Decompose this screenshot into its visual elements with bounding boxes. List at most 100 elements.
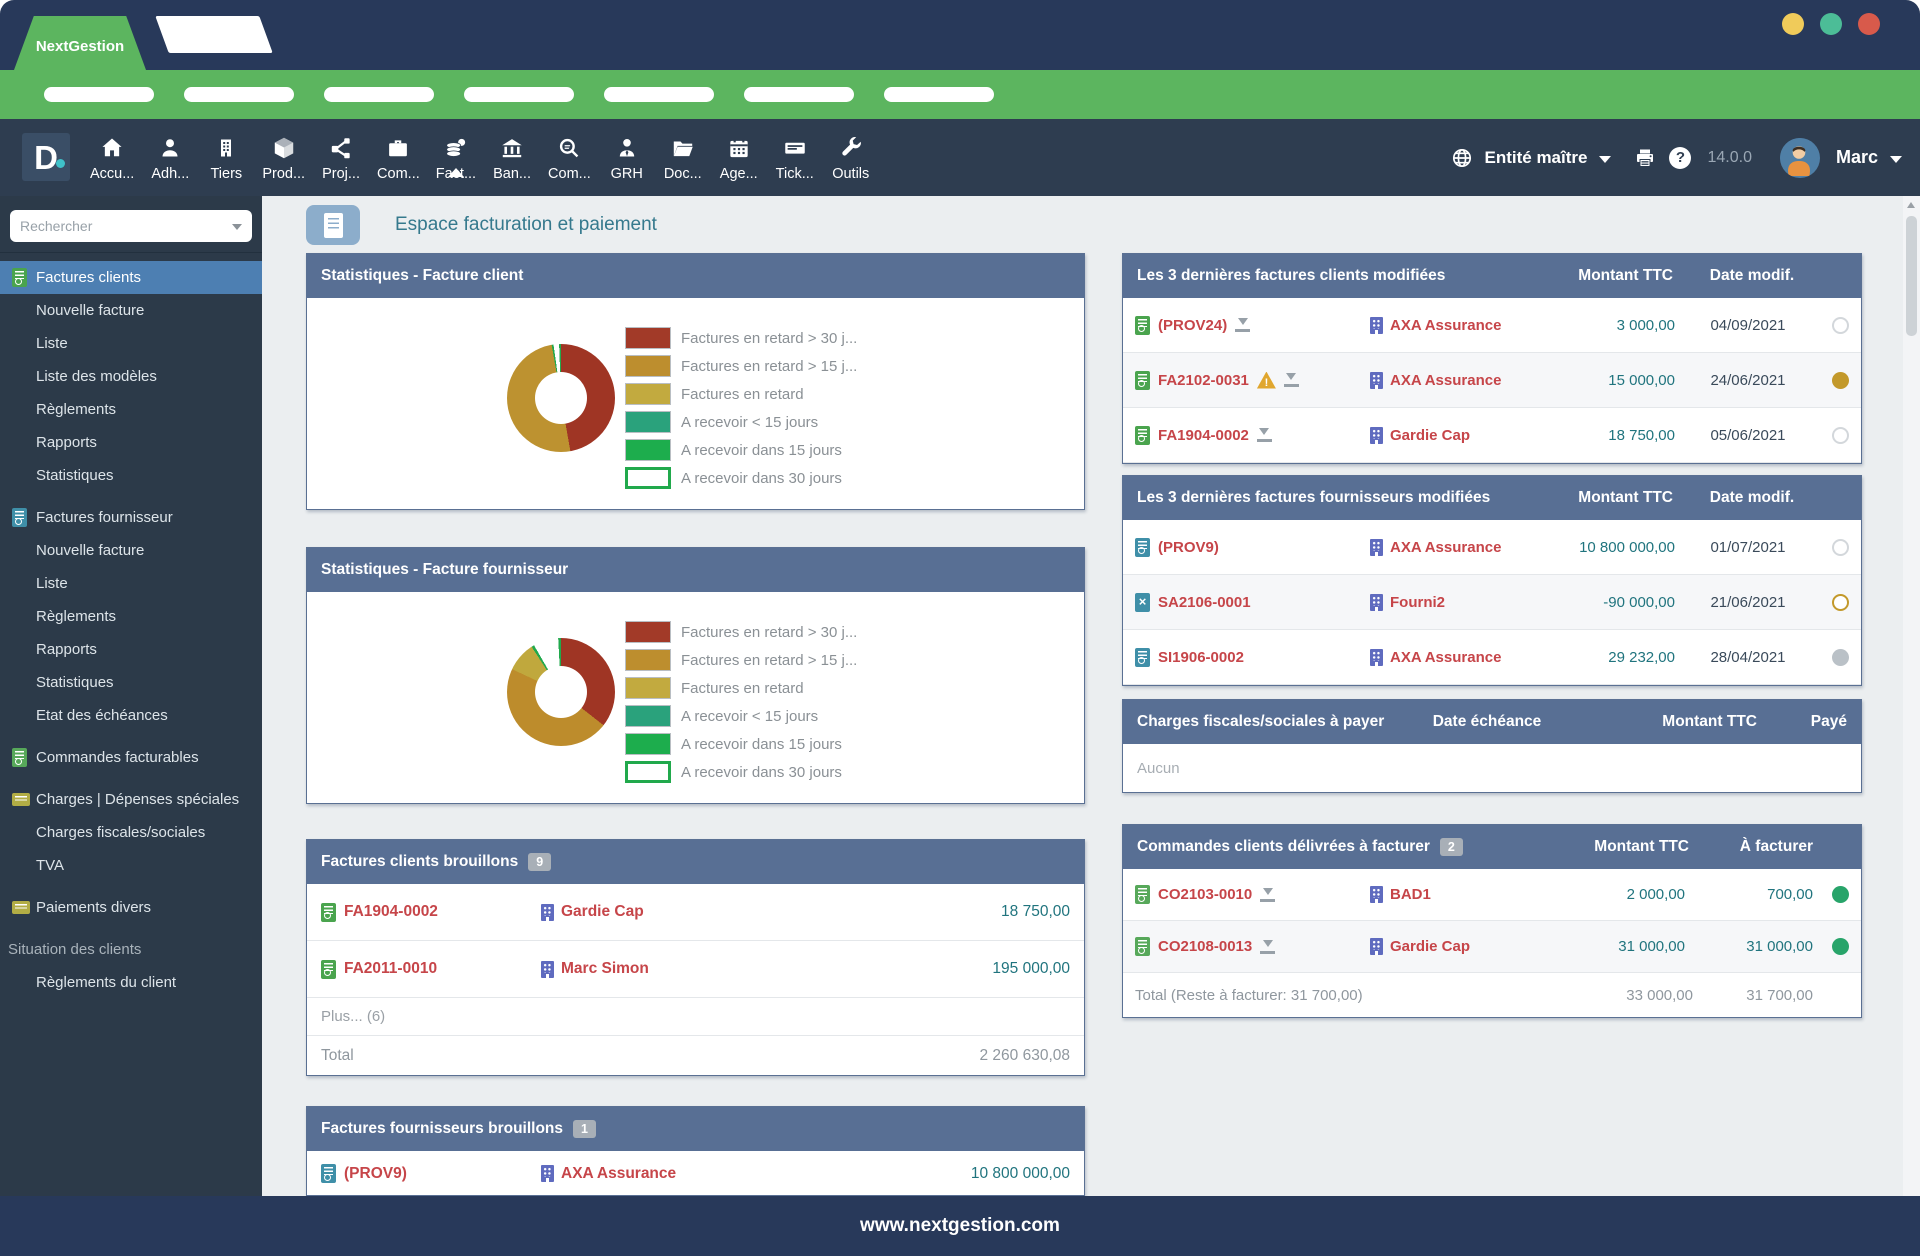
tiers-link[interactable]: BAD1 (1390, 886, 1431, 903)
sidebar-item-statistiques-clients[interactable]: Statistiques (0, 459, 262, 492)
search-dropdown-icon[interactable] (232, 224, 242, 230)
invoice-link[interactable]: SA2106-0001 (1158, 593, 1251, 611)
sidebar-item-etat-echeances[interactable]: Etat des échéances (0, 699, 262, 732)
menu-pill[interactable] (184, 87, 294, 102)
tiers-link[interactable]: AXA Assurance (1390, 538, 1502, 556)
chart-legend: Factures en retard > 30 j... Factures en… (625, 620, 857, 788)
invoice-link[interactable]: FA2011-0010 (344, 960, 438, 977)
sidebar-item-label: Rapports (36, 434, 97, 451)
menu-pill[interactable] (744, 87, 854, 102)
nav-tab-outils[interactable]: Outils (823, 119, 879, 196)
menu-pill[interactable] (884, 87, 994, 102)
nav-tab-grh[interactable]: GRH (599, 119, 655, 196)
nav-tab-commerce[interactable]: Com... (369, 119, 428, 196)
invoice-icon (321, 902, 336, 922)
tiers-link[interactable]: Marc Simon (561, 960, 649, 977)
download-icon[interactable] (1235, 318, 1251, 332)
print-icon[interactable] (1633, 146, 1657, 170)
sidebar-item-liste-modeles[interactable]: Liste des modèles (0, 360, 262, 393)
nav-tab-banque[interactable]: Ban... (484, 119, 540, 196)
invoice-link[interactable]: FA1904-0002 (1158, 426, 1249, 444)
tiers-link[interactable]: Gardie Cap (561, 903, 644, 920)
nav-tab-agenda[interactable]: Age... (711, 119, 767, 196)
blank-tab[interactable] (155, 16, 273, 53)
order-link[interactable]: CO2103-0010 (1158, 886, 1253, 903)
nav-tab-documents[interactable]: Doc... (655, 119, 711, 196)
sidebar-item-tva[interactable]: TVA (0, 849, 262, 882)
help-icon[interactable] (1669, 146, 1692, 169)
sidebar-item-nouvelle-facture-fournisseur[interactable]: Nouvelle facture (0, 534, 262, 567)
scroll-up-arrow-icon[interactable] (1907, 202, 1915, 208)
nav-tab-facturation[interactable]: Fact... (428, 119, 484, 196)
sidebar-item-charges-fiscales[interactable]: Charges fiscales/sociales (0, 816, 262, 849)
nav-tab-adherents[interactable]: Adh... (142, 119, 198, 196)
nav-tab-produits[interactable]: Prod... (254, 119, 313, 196)
sidebar-item-charges-depenses[interactable]: Charges | Dépenses spéciales (0, 783, 262, 816)
sidebar-item-rapports-fournisseur[interactable]: Rapports (0, 633, 262, 666)
brand-tab[interactable]: NextGestion (14, 16, 146, 70)
sidebar-item-nouvelle-facture-client[interactable]: Nouvelle facture (0, 294, 262, 327)
sidebar-item-reglements-fournisseur[interactable]: Règlements (0, 600, 262, 633)
nav-tab-label: Prod... (262, 165, 306, 182)
chevron-down-icon[interactable] (1890, 155, 1902, 163)
menu-pill[interactable] (464, 87, 574, 102)
scrollbar-thumb[interactable] (1906, 216, 1917, 336)
invoice-link[interactable]: FA2102-0031 (1158, 371, 1249, 389)
tiers-link[interactable]: Fourni2 (1390, 593, 1445, 611)
sidebar-item-label: Statistiques (36, 467, 114, 484)
window-button-yellow[interactable] (1782, 13, 1804, 35)
building-icon (1370, 371, 1383, 389)
nav-tab-tiers[interactable]: Tiers (198, 119, 254, 196)
download-icon[interactable] (1256, 428, 1272, 442)
sidebar-item-paiements-divers[interactable]: Paiements divers (0, 891, 262, 924)
sidebar-item-reglements-du-client[interactable]: Règlements du client (0, 966, 262, 999)
menu-pill[interactable] (324, 87, 434, 102)
sidebar-item-rapports-clients[interactable]: Rapports (0, 426, 262, 459)
show-more-row[interactable]: Plus... (6) (307, 998, 1084, 1036)
tiers-link[interactable]: AXA Assurance (1390, 371, 1502, 389)
sidebar-item-statistiques-fournisseur[interactable]: Statistiques (0, 666, 262, 699)
download-icon[interactable] (1283, 373, 1299, 387)
sidebar-item-liste-fournisseur[interactable]: Liste (0, 567, 262, 600)
menu-pill[interactable] (44, 87, 154, 102)
window-button-red[interactable] (1858, 13, 1880, 35)
entity-selector[interactable]: Entité maître (1484, 147, 1588, 167)
sidebar-item-factures-fournisseur[interactable]: Factures fournisseur (0, 501, 262, 534)
tiers-link[interactable]: Gardie Cap (1390, 938, 1471, 955)
tiers-link[interactable]: AXA Assurance (1390, 316, 1502, 334)
order-link[interactable]: CO2108-0013 (1158, 938, 1253, 955)
footer-url: www.nextgestion.com (860, 1215, 1060, 1236)
legend-swatch (625, 705, 671, 727)
calendar-icon (726, 134, 752, 162)
nav-tab-accueil[interactable]: Accu... (82, 119, 142, 196)
to-bill-value: 31 000,00 (1746, 938, 1813, 955)
invoice-link[interactable]: (PROV24) (1158, 316, 1228, 334)
sidebar-section-situation-clients[interactable]: Situation des clients (0, 933, 262, 966)
nav-tab-tickets[interactable]: Tick... (767, 119, 823, 196)
sidebar-item-commandes-facturables[interactable]: Commandes facturables (0, 741, 262, 774)
window-button-green[interactable] (1820, 13, 1842, 35)
download-icon[interactable] (1260, 940, 1276, 954)
divider (0, 252, 262, 253)
avatar[interactable] (1779, 137, 1820, 178)
nav-tab-comptabilite[interactable]: Com... (540, 119, 599, 196)
tiers-link[interactable]: AXA Assurance (561, 1164, 677, 1182)
tiers-link[interactable]: AXA Assurance (1390, 648, 1502, 666)
user-menu[interactable]: Marc (1835, 147, 1878, 167)
invoice-link[interactable]: SI1906-0002 (1158, 648, 1244, 666)
sidebar-item-factures-clients[interactable]: Factures clients (0, 261, 262, 294)
vertical-scrollbar[interactable] (1903, 196, 1920, 1196)
app-logo[interactable]: D (22, 133, 70, 181)
search-input[interactable] (10, 210, 252, 242)
invoice-link[interactable]: (PROV9) (1158, 538, 1219, 556)
sidebar-item-liste-clients[interactable]: Liste (0, 327, 262, 360)
tiers-link[interactable]: Gardie Cap (1390, 426, 1471, 444)
chevron-down-icon[interactable] (1599, 155, 1612, 163)
invoice-link[interactable]: FA1904-0002 (344, 903, 438, 920)
nav-tab-projets[interactable]: Proj... (313, 119, 369, 196)
menu-pill[interactable] (604, 87, 714, 102)
invoice-link[interactable]: (PROV9) (344, 1164, 407, 1182)
download-icon[interactable] (1260, 888, 1276, 902)
sidebar-item-reglements-clients[interactable]: Règlements (0, 393, 262, 426)
sidebar-item-label: Liste (36, 575, 68, 592)
